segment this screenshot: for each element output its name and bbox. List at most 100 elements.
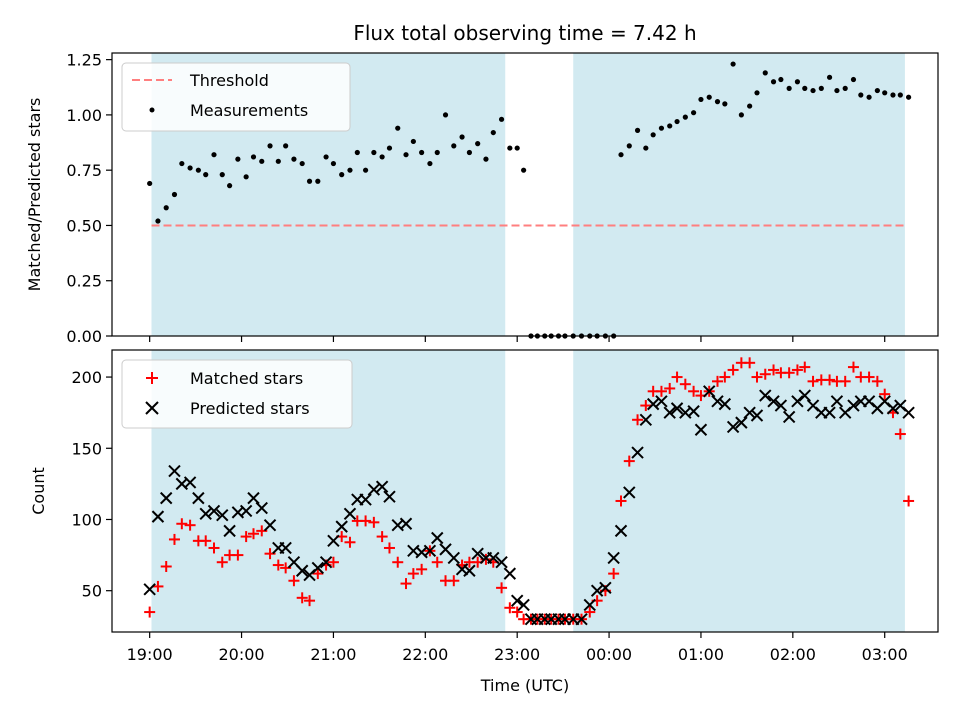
measurement-point [299, 160, 305, 167]
predicted-point [646, 397, 660, 411]
predicted-point [902, 406, 915, 419]
measurement-point [371, 149, 377, 156]
predicted-point [263, 518, 277, 532]
predicted-point [590, 584, 604, 597]
predicted-point [431, 531, 444, 545]
measurement-point [155, 218, 161, 224]
matched-point [296, 592, 308, 604]
legend-predicted-label: Predicted stars [190, 399, 310, 418]
measurement-point [330, 160, 337, 167]
predicted-point [711, 395, 724, 408]
measurement-point [434, 149, 440, 156]
measurement-point [730, 61, 736, 67]
predicted-point [216, 509, 229, 522]
measurement-point [250, 154, 257, 160]
predicted-point [327, 534, 340, 548]
predicted-point [359, 493, 372, 506]
bottom-axes-frame [111, 349, 939, 633]
matched-point [368, 516, 380, 528]
matched-point [448, 575, 460, 587]
measurement-point [626, 143, 632, 149]
predicted-point [151, 510, 165, 523]
predicted-point [639, 413, 653, 426]
measurement-point [403, 152, 409, 158]
matched-point [824, 374, 836, 386]
measurement-point [794, 79, 801, 85]
x-tick-label: 22:00 [402, 645, 448, 664]
measurement-point [706, 94, 712, 100]
measurement-point [634, 127, 641, 133]
predicted-point [255, 501, 268, 515]
matched-point [504, 602, 516, 614]
measurement-point [227, 183, 233, 189]
top-y-tick-label: 0.25 [66, 272, 102, 291]
predicted-point [599, 581, 612, 595]
legend-matched-label: Matched stars [190, 369, 303, 388]
matched-point [871, 375, 883, 387]
bottom-y-tick-label: 100 [71, 510, 102, 529]
x-tick-label: 23:00 [494, 645, 540, 664]
matched-stars-series [144, 357, 915, 625]
predicted-point [759, 389, 772, 402]
measurement-point [395, 125, 401, 131]
matched-point [847, 361, 859, 373]
matched-point [751, 371, 763, 383]
matched-point [272, 559, 284, 571]
predicted-point [517, 598, 530, 612]
matched-point [711, 375, 723, 387]
predicted-point [183, 476, 197, 489]
measurement-point [514, 145, 520, 151]
bottom-y-axis: 50 100 150 200 [71, 368, 112, 601]
matched-point [312, 568, 324, 580]
matched-point [759, 368, 771, 380]
predicted-point [247, 491, 260, 505]
matched-point [200, 535, 212, 547]
predicted-point [399, 517, 413, 530]
predicted-point [510, 594, 524, 607]
top-y-tick-label: 0.75 [66, 161, 102, 180]
measurement-point [858, 92, 864, 98]
top-y-tick-label: 0.50 [66, 216, 102, 235]
predicted-point [886, 402, 900, 415]
matched-point [208, 542, 220, 554]
measurement-point [882, 90, 888, 96]
measurement-point [267, 143, 273, 149]
measurement-point [306, 178, 313, 184]
matched-point [863, 371, 875, 383]
predicted-point [735, 416, 748, 429]
predicted-point [143, 583, 156, 596]
matched-point [392, 556, 404, 568]
predicted-point [830, 395, 844, 408]
matched-point [247, 528, 259, 540]
matched-point [431, 556, 443, 568]
predicted-point [791, 395, 804, 408]
top-y-tick-label: 1.25 [66, 51, 102, 70]
bottom-y-tick-label: 200 [71, 368, 102, 387]
measurement-point [291, 156, 297, 162]
measurement-point [171, 191, 178, 198]
matched-point [623, 455, 635, 467]
measurement-point [410, 138, 416, 145]
predicted-point [319, 556, 333, 569]
predicted-point [223, 524, 236, 538]
measurement-point [466, 149, 473, 156]
measurement-point [754, 90, 760, 96]
measurement-point [690, 110, 697, 116]
matched-point [344, 536, 356, 548]
predicted-point [192, 491, 205, 505]
measurement-point [722, 101, 728, 107]
matched-point [894, 428, 906, 440]
predicted-point [670, 402, 684, 415]
predicted-point [495, 556, 508, 569]
measurement-point [211, 152, 217, 158]
measurement-point [275, 158, 281, 164]
matched-point [719, 371, 731, 383]
measurement-point [874, 87, 880, 94]
predicted-point [687, 405, 700, 418]
top-y-axis: 0.00 0.25 0.50 0.75 1.00 1.25 [66, 51, 112, 346]
predicted-point [782, 410, 796, 424]
measurement-point [850, 76, 857, 83]
predicted-point [487, 551, 500, 565]
ratio-panel: 0.00 0.25 0.50 0.75 1.00 1.25 Matched/Predict… [25, 51, 939, 346]
